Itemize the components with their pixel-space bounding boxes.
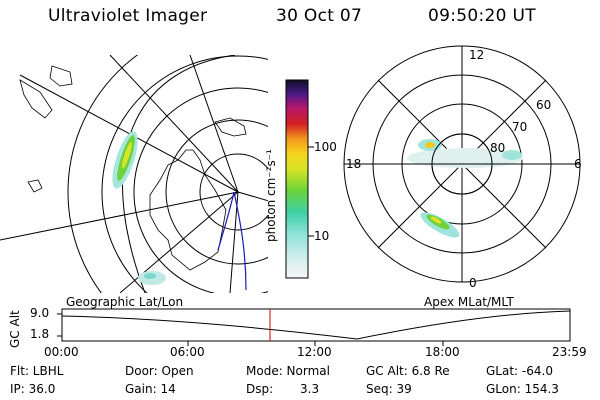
timeline-ytick-9: 9.0 xyxy=(30,306,50,320)
mode-status: Mode: Normal xyxy=(246,364,330,378)
timeline-xtick-1200: 12:00 xyxy=(297,345,332,359)
timeline-ylabel: GC Alt xyxy=(8,310,22,348)
timeline-xtick-0000: 00:00 xyxy=(44,345,79,359)
timeline-xtick-2359: 23:59 xyxy=(552,345,587,359)
mlat-label-60: 60 xyxy=(536,98,552,112)
gc-alt-status: GC Alt: 6.8 Re xyxy=(366,364,450,378)
gain-status: Gain: 14 xyxy=(125,382,176,396)
filter-status: Flt: LBHL xyxy=(10,364,64,378)
glon-status: GLon: 154.3 xyxy=(486,382,559,396)
right-panel-caption: Apex MLat/MLT xyxy=(424,295,514,309)
door-status: Door: Open xyxy=(125,364,194,378)
timeline-ytick-1-8: 1.8 xyxy=(30,327,50,341)
seq-status: Seq: 39 xyxy=(366,382,412,396)
time-label: 09:50:20 UT xyxy=(428,6,536,26)
mlt-label-0: 0 xyxy=(469,276,477,290)
left-panel-caption: Geographic Lat/Lon xyxy=(66,295,184,309)
mlt-label-18: 18 xyxy=(346,157,362,171)
altitude-curve xyxy=(61,310,571,340)
colorbar-tick-100: 100 xyxy=(314,140,337,154)
colorbar-tick-10: 10 xyxy=(314,229,330,243)
dsp-label: Dsp: xyxy=(246,382,274,396)
ip-status: IP: 36.0 xyxy=(10,382,56,396)
mlat-label-80: 80 xyxy=(490,141,506,155)
date-label: 30 Oct 07 xyxy=(276,6,363,26)
timeline-xtick-1800: 18:00 xyxy=(425,345,460,359)
app-title: Ultraviolet Imager xyxy=(48,6,208,26)
glat-status: GLat: -64.0 xyxy=(486,364,553,378)
mlt-label-12: 12 xyxy=(469,48,485,62)
dsp-value: 3.3 xyxy=(300,382,320,396)
mlt-label-6: 6 xyxy=(574,157,582,171)
mlat-label-70: 70 xyxy=(512,120,528,134)
timeline-xtick-0600: 06:00 xyxy=(170,345,205,359)
